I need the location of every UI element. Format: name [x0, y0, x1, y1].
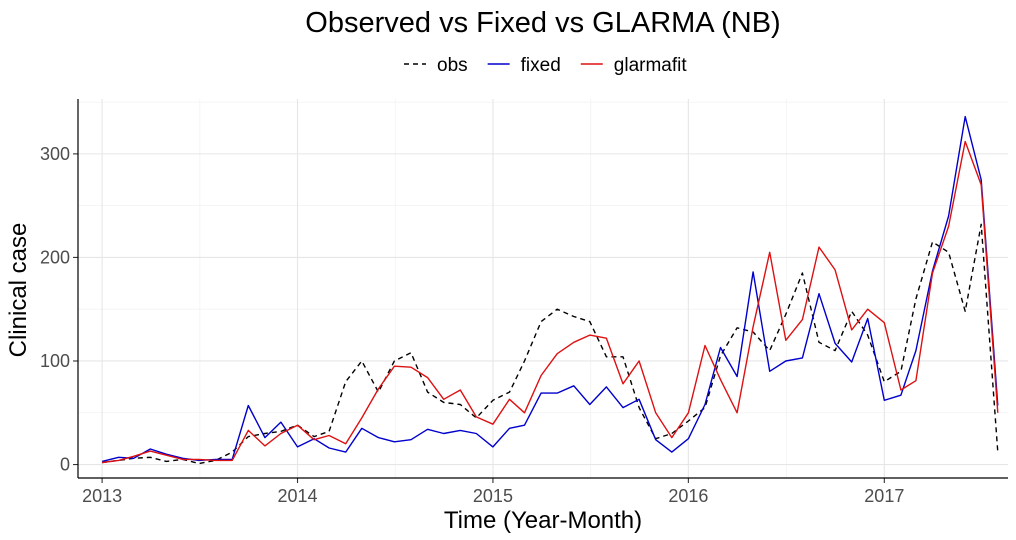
series-lines	[101, 115, 999, 465]
y-axis-title: Clinical case	[5, 223, 32, 358]
y-tick-label: 200	[40, 247, 70, 267]
legend-label-glarmafit: glarmafit	[614, 55, 688, 76]
x-tick-label: 2014	[277, 486, 317, 506]
series-obs-line	[102, 223, 999, 465]
series-glarmafit-line	[102, 140, 999, 464]
legend-label-obs: obs	[437, 55, 468, 76]
y-tick-label: 100	[40, 351, 70, 371]
axes: 2013 2014 2015 2016 2017 0 100 200 300	[40, 99, 1008, 506]
grid	[78, 99, 1008, 478]
x-tick-label: 2013	[82, 486, 122, 506]
series-fixed-line	[101, 115, 999, 463]
y-tick-label: 0	[60, 455, 70, 475]
legend-label-fixed: fixed	[521, 55, 561, 76]
x-tick-label: 2015	[473, 486, 513, 506]
chart-title: Observed vs Fixed vs GLARMA (NB)	[305, 7, 780, 39]
y-tick-label: 300	[40, 144, 70, 164]
x-tick-label: 2017	[864, 486, 904, 506]
x-tick-label: 2016	[668, 486, 708, 506]
legend: obs fixed glarmafit	[404, 55, 687, 76]
x-axis-title: Time (Year-Month)	[444, 507, 642, 534]
